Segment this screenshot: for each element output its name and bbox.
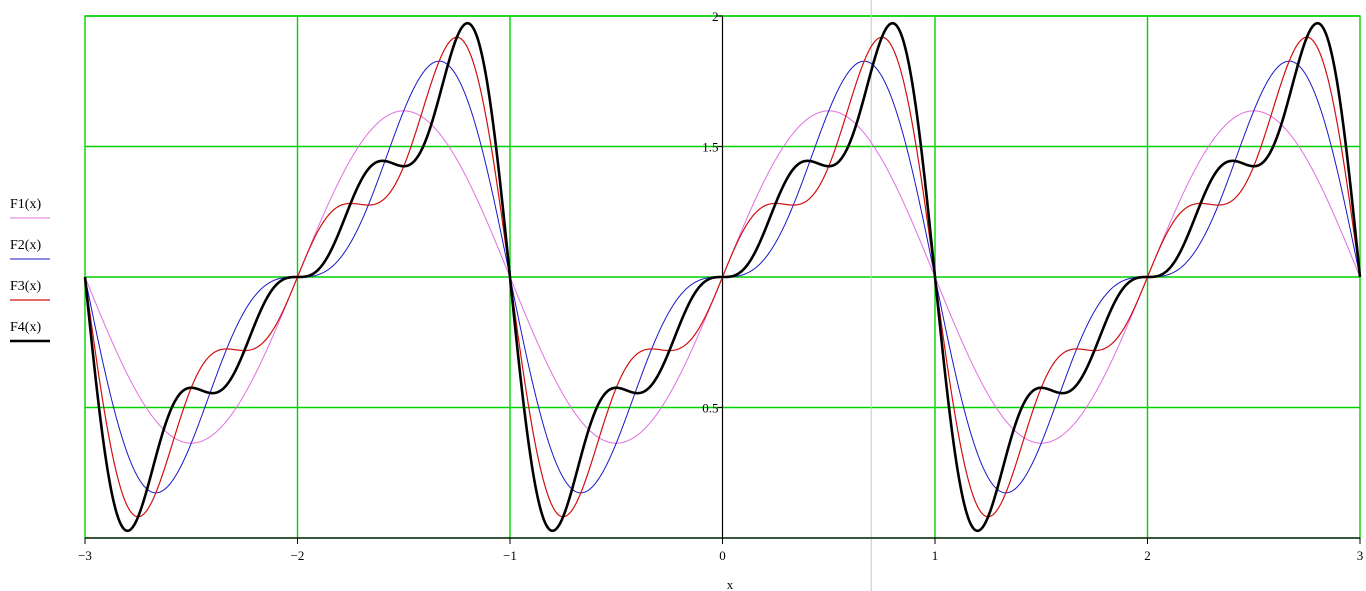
x-tick-label-5: 2 [1144,548,1151,563]
series-line-f4x [83,21,1362,533]
x-tick-label-6: 3 [1357,548,1364,563]
y-tick-label-2: 1.5 [702,140,718,155]
legend: F1(x) F2(x) F3(x) F4(x) [10,197,50,343]
y-tick-label-0: 0.5 [702,401,718,416]
x-tick-label-0: −3 [78,548,92,563]
legend-label-4: F4(x) [10,320,41,335]
curves [83,21,1362,533]
axes [84,0,1361,591]
legend-label-3: F3(x) [10,279,41,294]
x-tick-label-3: 0 [719,548,726,563]
x-tick-label-1: −2 [291,548,305,563]
legend-label-1: F1(x) [10,197,41,212]
legend-label-2: F2(x) [10,238,41,253]
x-tick-label-2: −1 [503,548,517,563]
y-tick-label-3: 2 [712,9,719,24]
x-axis-label: x [727,577,734,591]
tick-labels: −3 −2 −1 0 1 2 3 0.5 1.5 2 [78,9,1363,563]
x-tick-label-4: 1 [932,548,939,563]
